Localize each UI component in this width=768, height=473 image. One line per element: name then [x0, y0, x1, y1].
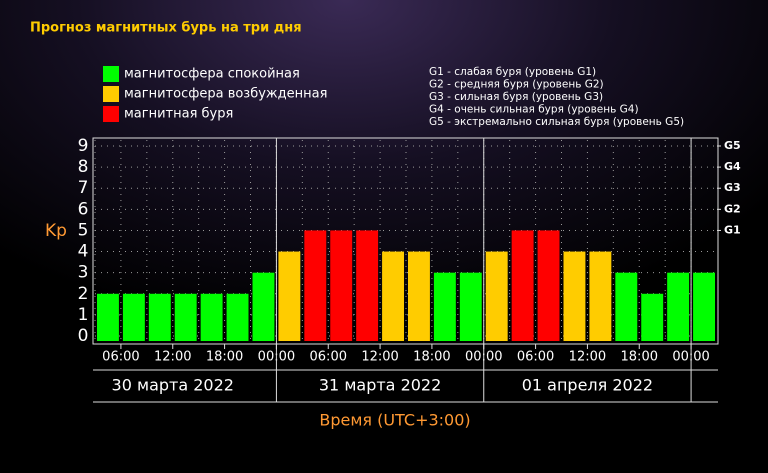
legend-swatch: [103, 106, 119, 122]
storm-level-note: G1 - слабая буря (уровень G1): [429, 66, 596, 78]
y-tick-label: 8: [78, 157, 89, 177]
x-tick-label: 18:00: [413, 350, 450, 365]
bar: [615, 272, 638, 341]
g-tick-label: G1: [724, 223, 741, 236]
day-label: 30 марта 2022: [112, 376, 234, 395]
x-tick-label: 12:00: [569, 350, 606, 365]
y-label: Kp: [45, 221, 67, 241]
legend-swatch: [103, 86, 119, 102]
day-label: 01 апреля 2022: [522, 376, 653, 395]
y-tick-label: 3: [78, 263, 89, 283]
g-tick-label: G3: [724, 181, 741, 194]
bar: [174, 293, 197, 341]
legend-label: магнитосфера спокойная: [124, 67, 300, 82]
bar: [278, 251, 301, 341]
x-tick-label: 06:00: [310, 350, 347, 365]
legend-label: магнитная буря: [124, 107, 233, 122]
bar: [356, 230, 379, 341]
bar: [667, 272, 690, 341]
y-tick-label: 0: [78, 326, 89, 346]
bar: [148, 293, 171, 341]
plot-frame: [92, 137, 719, 345]
g-tick-label: G4: [724, 160, 741, 173]
y-tick-label: 6: [78, 199, 89, 219]
bar: [252, 272, 275, 341]
bar: [459, 272, 482, 341]
bar: [226, 293, 249, 341]
title: Прогноз магнитных бурь на три дня: [30, 21, 302, 36]
bar: [304, 230, 327, 341]
y-tick-label: 5: [78, 220, 89, 240]
y-tick-label: 4: [78, 242, 89, 262]
storm-level-note: G4 - очень сильная буря (уровень G4): [429, 104, 639, 116]
x-tick-label: 06:00: [517, 350, 554, 365]
bar: [200, 293, 223, 341]
bar: [511, 230, 534, 341]
x-label: Время (UTC+3:00): [319, 411, 470, 430]
bar: [641, 293, 664, 341]
x-tick-label: 12:00: [154, 350, 191, 365]
bar: [693, 272, 715, 341]
y-tick-label: 2: [78, 284, 89, 304]
bar: [485, 251, 508, 341]
storm-level-note: G3 - сильная буря (уровень G3): [429, 91, 603, 103]
bar: [537, 230, 560, 341]
legend-label: магнитосфера возбужденная: [124, 87, 327, 102]
bar: [433, 272, 456, 341]
bar: [563, 251, 586, 341]
bar: [97, 293, 119, 341]
y-tick-label: 9: [78, 136, 89, 156]
x-tick-label: 18:00: [206, 350, 243, 365]
legend-swatch: [103, 66, 119, 82]
bar: [122, 293, 145, 341]
bar: [330, 230, 353, 341]
g-tick-label: G5: [724, 139, 741, 152]
bar: [408, 251, 430, 341]
bar: [382, 251, 404, 341]
storm-level-note: G5 - экстремально сильная буря (уровень …: [429, 116, 684, 128]
y-tick-label: 1: [78, 305, 89, 325]
x-tick-label: 06:00: [102, 350, 139, 365]
x-tick-label: 12:00: [361, 350, 398, 365]
storm-level-note: G2 - средняя буря (уровень G2): [429, 79, 604, 91]
g-tick-label: G2: [724, 202, 741, 215]
y-tick-label: 7: [78, 178, 89, 198]
bar: [589, 251, 612, 341]
day-label: 31 марта 2022: [319, 376, 441, 395]
x-tick-label: 18:00: [621, 350, 658, 365]
